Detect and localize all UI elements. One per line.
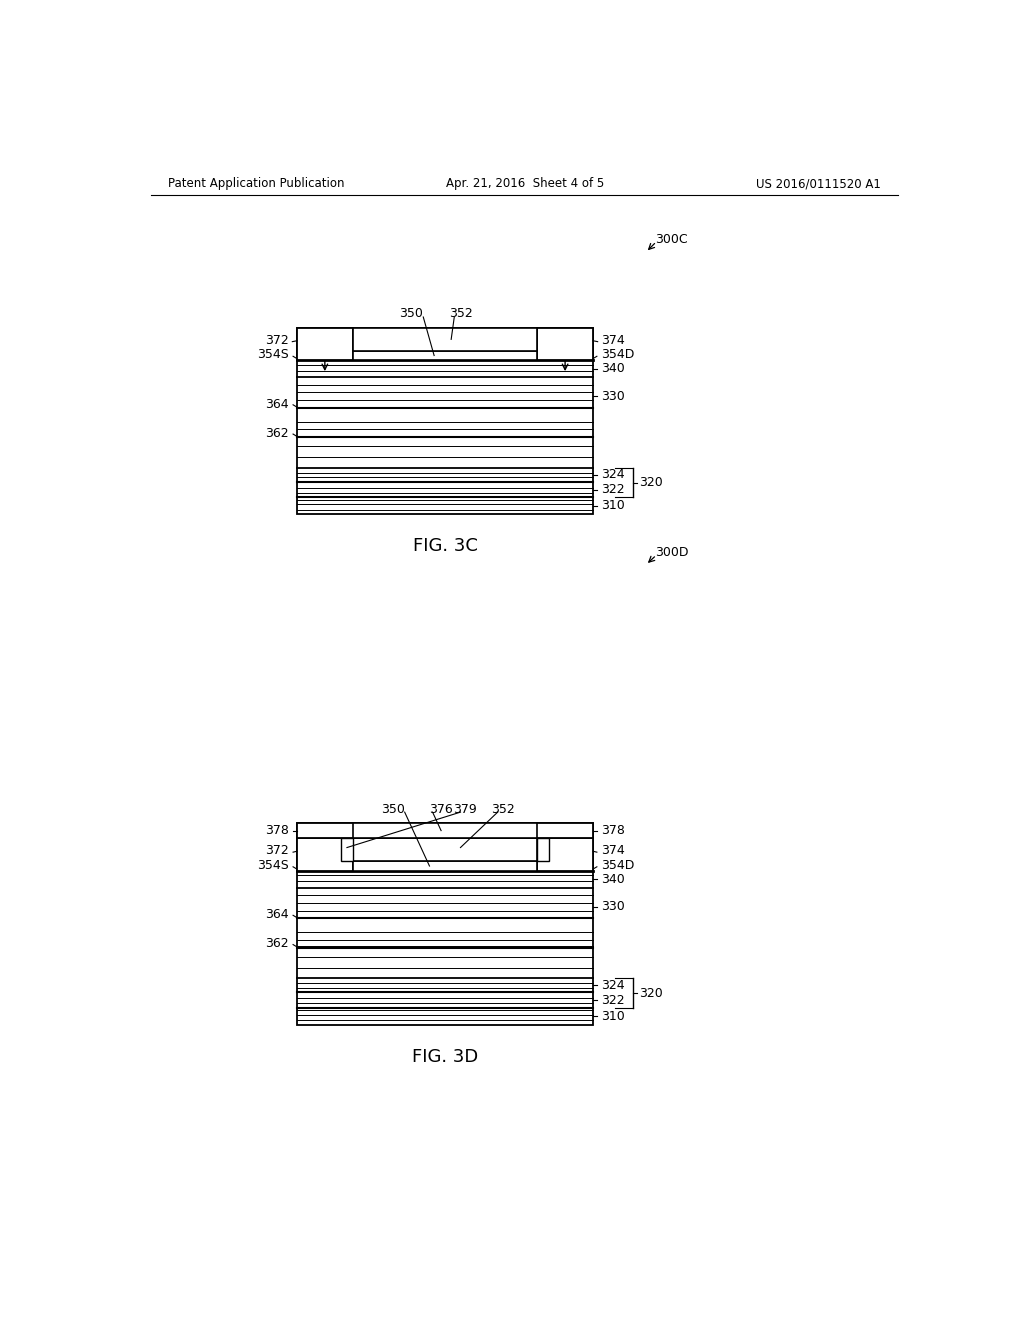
Bar: [297, 327, 352, 360]
Text: 372: 372: [265, 334, 289, 347]
Text: 340: 340: [601, 362, 625, 375]
Text: Patent Application Publication: Patent Application Publication: [168, 177, 345, 190]
Text: FIG. 3D: FIG. 3D: [412, 1048, 478, 1067]
Text: 354S: 354S: [257, 348, 289, 362]
Bar: [538, 327, 593, 360]
Text: 320: 320: [639, 986, 663, 999]
Text: US 2016/0111520 A1: US 2016/0111520 A1: [757, 177, 882, 190]
Text: 300C: 300C: [655, 232, 688, 246]
Text: 354S: 354S: [257, 859, 289, 871]
Text: 364: 364: [265, 908, 289, 921]
Text: 354D: 354D: [601, 859, 634, 871]
Text: 352: 352: [449, 308, 473, 321]
Text: Apr. 21, 2016  Sheet 4 of 5: Apr. 21, 2016 Sheet 4 of 5: [445, 177, 604, 190]
Text: 352: 352: [492, 803, 515, 816]
Text: 324: 324: [601, 979, 625, 991]
Bar: [297, 327, 593, 515]
Text: 376: 376: [429, 803, 454, 816]
Text: 310: 310: [601, 1010, 625, 1023]
Text: 330: 330: [601, 900, 625, 913]
Bar: [352, 822, 538, 838]
Text: 362: 362: [265, 426, 289, 440]
Text: 310: 310: [601, 499, 625, 512]
Bar: [352, 327, 538, 351]
Bar: [297, 822, 593, 838]
Bar: [297, 838, 352, 871]
Bar: [538, 838, 549, 862]
Text: 372: 372: [265, 843, 289, 857]
Text: 300D: 300D: [655, 546, 688, 560]
Text: 340: 340: [601, 873, 625, 886]
Bar: [538, 838, 593, 871]
Text: 354D: 354D: [601, 348, 634, 362]
Bar: [352, 862, 538, 871]
Text: 374: 374: [601, 334, 625, 347]
Bar: [352, 351, 538, 360]
Text: 322: 322: [601, 994, 625, 1007]
Bar: [352, 838, 538, 862]
Text: 364: 364: [265, 397, 289, 411]
Text: 350: 350: [381, 803, 404, 816]
Text: 379: 379: [453, 803, 476, 816]
Text: 362: 362: [265, 937, 289, 950]
Text: 324: 324: [601, 469, 625, 482]
Text: 322: 322: [601, 483, 625, 496]
Text: 374: 374: [601, 843, 625, 857]
Text: 350: 350: [399, 308, 423, 321]
Text: 378: 378: [601, 824, 625, 837]
Text: 378: 378: [265, 824, 289, 837]
Bar: [341, 838, 352, 862]
Text: 320: 320: [639, 477, 663, 490]
Text: FIG. 3C: FIG. 3C: [413, 537, 477, 556]
Text: 330: 330: [601, 389, 625, 403]
Bar: [297, 822, 593, 1024]
